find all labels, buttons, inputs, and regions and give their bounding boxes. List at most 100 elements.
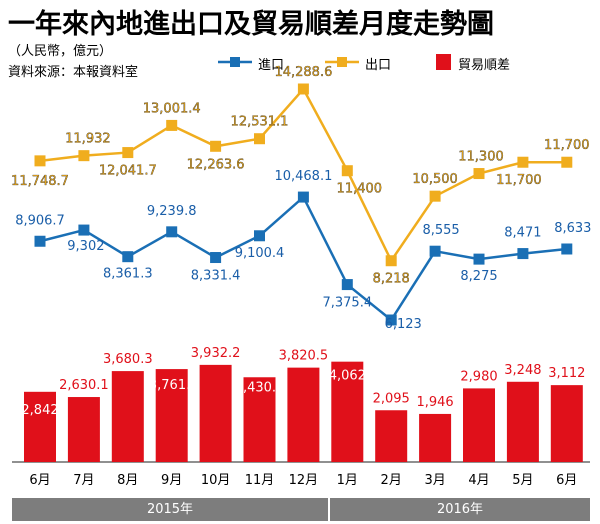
surplus-bar (550, 385, 583, 462)
legend-surplus-marker (436, 54, 451, 70)
month-tick-label: 1月 (337, 473, 358, 488)
export-marker (385, 255, 397, 267)
export-marker (34, 155, 46, 167)
import-marker (297, 191, 309, 203)
month-tick-label: 12月 (289, 473, 319, 488)
import-marker (78, 224, 90, 236)
month-tick-label: 5月 (512, 473, 533, 488)
import-marker (429, 245, 441, 257)
import-value-label: 6,123 (385, 317, 422, 332)
export-marker (297, 83, 309, 95)
export-value-label: 13,001.4 (143, 101, 201, 116)
month-tick-label: 6月 (29, 473, 50, 488)
surplus-bar (287, 367, 320, 462)
import-value-label: 8,361.3 (103, 267, 153, 282)
legend-export-marker (337, 57, 347, 67)
export-value-label: 12,531.1 (231, 115, 289, 130)
export-marker (429, 190, 441, 202)
surplus-value-label: 3,932.2 (191, 346, 241, 361)
export-value-label: 12,041.7 (99, 164, 157, 179)
import-value-label: 8,633 (554, 221, 591, 236)
surplus-value-label: 2,980 (460, 369, 497, 384)
export-value-label: 11,932 (65, 132, 111, 147)
legend-surplus-label: 貿易順差 (458, 58, 511, 73)
year-band-2016: 2016年 (330, 498, 590, 521)
surplus-bar (111, 371, 144, 462)
surplus-bar (199, 364, 232, 462)
import-value-label: 9,302 (67, 239, 104, 254)
month-tick-label: 7月 (73, 473, 94, 488)
import-marker (385, 314, 397, 326)
import-marker (254, 230, 265, 242)
import-value-label: 8,471 (504, 226, 541, 241)
export-marker (517, 156, 529, 168)
month-tick-label: 8月 (117, 473, 138, 488)
month-tick-label: 3月 (424, 473, 445, 488)
surplus-value-label: 3,430.7 (235, 380, 285, 395)
import-marker (122, 251, 134, 263)
unit-note: （人民幣，億元） (8, 44, 113, 59)
export-marker (166, 119, 178, 131)
export-marker (473, 168, 485, 180)
export-value-label: 12,263.6 (187, 157, 245, 172)
surplus-value-label: 3,248 (504, 363, 541, 378)
export-value-label: 11,300 (458, 150, 504, 165)
surplus-bar (155, 369, 188, 462)
surplus-value-label: 2,630.1 (59, 378, 109, 393)
chart-title: 一年來內地進出口及貿易順差月度走勢圖 (8, 9, 494, 40)
surplus-bar (243, 377, 276, 462)
surplus-value-label: 3,820.5 (279, 349, 329, 364)
import-value-label: 10,468.1 (274, 169, 332, 184)
surplus-value-label: 2,842 (21, 403, 58, 418)
import-marker (210, 252, 222, 264)
export-marker (561, 156, 573, 168)
import-value-label: 9,100.4 (235, 246, 285, 261)
surplus-value-label: 3,761.6 (149, 378, 199, 393)
import-value-label: 8,275 (460, 269, 497, 284)
surplus-value-label: 3,112 (548, 366, 585, 381)
surplus-value-label: 3,680.3 (103, 352, 153, 367)
month-tick-label: 10月 (201, 473, 231, 488)
import-value-label: 8,906.7 (15, 213, 65, 228)
export-value-label: 11,700 (544, 138, 590, 153)
month-tick-label: 6月 (556, 473, 577, 488)
export-marker (341, 165, 353, 177)
import-value-label: 8,555 (422, 223, 459, 238)
surplus-value-label: 4,062 (329, 369, 366, 384)
export-value-label: 10,500 (412, 172, 458, 187)
import-marker (561, 243, 573, 255)
month-tick-label: 11月 (245, 473, 275, 488)
surplus-bar (419, 413, 452, 462)
import-value-label: 8,331.4 (191, 269, 241, 284)
export-marker (122, 147, 134, 159)
surplus-bar (506, 381, 539, 462)
export-value-label: 11,700 (496, 173, 542, 188)
import-value-label: 7,375.4 (322, 296, 372, 311)
legend: 進口 出口 貿易順差 (218, 52, 598, 74)
legend-import-label: 進口 (258, 58, 285, 73)
month-tick-label: 4月 (468, 473, 489, 488)
surplus-bar (24, 391, 56, 462)
export-value-label: 11,748.7 (11, 174, 69, 189)
surplus-bar (67, 397, 100, 462)
surplus-bar (331, 361, 364, 462)
import-value-label: 9,239.8 (147, 204, 197, 219)
import-marker (517, 248, 529, 260)
export-value-label: 8,218 (373, 272, 410, 287)
surplus-value-label: 1,946 (416, 395, 453, 410)
month-tick-label: 2月 (381, 473, 402, 488)
export-value-label: 14,288.6 (274, 65, 332, 80)
import-marker (34, 235, 46, 247)
legend-import-marker (230, 57, 240, 67)
import-marker (166, 226, 178, 238)
export-value-label: 11,400 (337, 182, 383, 197)
surplus-bar (375, 410, 408, 462)
export-marker (254, 133, 265, 145)
import-line (39, 195, 567, 322)
source-note: 資料來源：本報資料室 (8, 65, 139, 80)
import-marker (341, 279, 353, 291)
surplus-value-label: 2,095 (373, 391, 410, 406)
legend-swatches (218, 54, 451, 70)
month-tick-label: 9月 (161, 473, 182, 488)
